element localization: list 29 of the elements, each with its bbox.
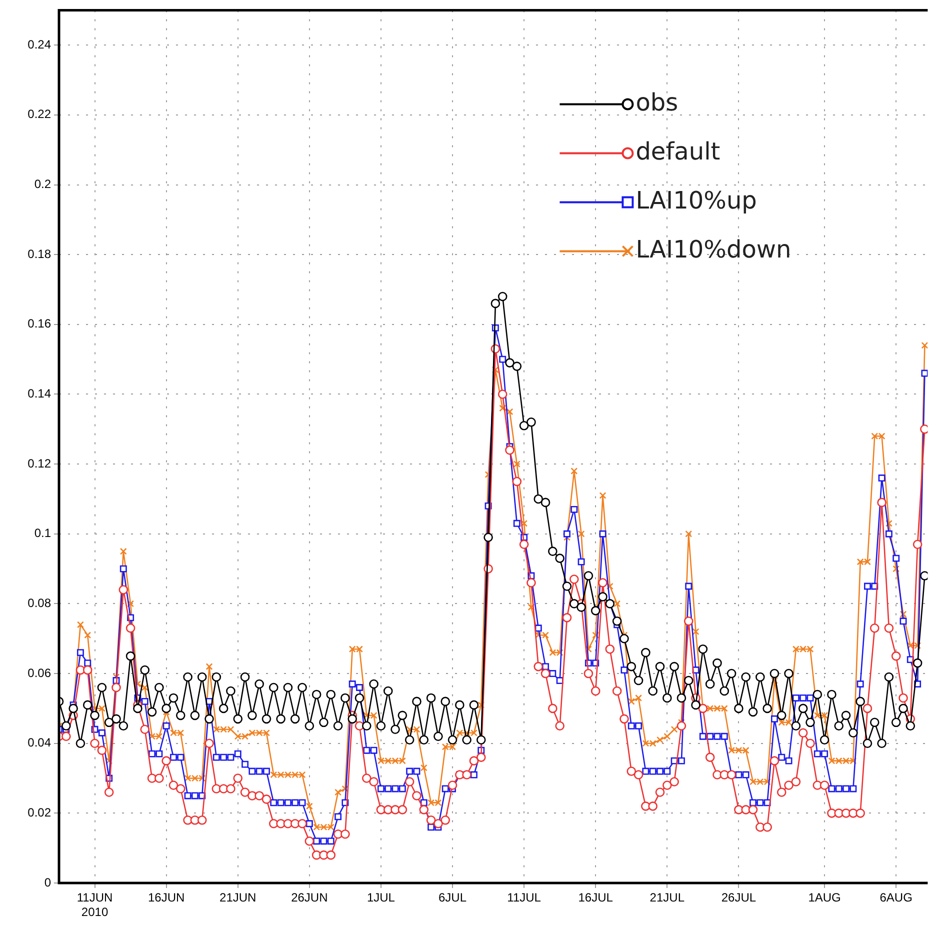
x-tick-label: 16JUL [578,890,614,905]
x-tick-label: 11JUL [507,890,542,905]
legend-label: obs [636,88,678,116]
x-tick-label: 1AUG [808,890,841,905]
x-tick-label: 1JUL [366,890,396,905]
y-tick-label: 0.1 [34,526,52,540]
y-tick-label: 0.14 [28,386,52,401]
y-tick-label: 0.04 [28,736,52,750]
x-tick-label: 21JUN [220,890,256,905]
y-tick-label: 0.06 [28,666,52,680]
y-tick-label: 0.22 [28,107,52,122]
legend-label: LAI10%down [636,235,792,264]
y-tick-label: 0 [44,875,52,890]
y-tick-label: 0.16 [28,316,52,331]
x-tick-label: 21JUL [650,890,685,905]
y-tick-label: 0.2 [34,177,52,192]
legend-label: default [636,137,720,166]
y-tick-label: 0.24 [28,37,52,52]
x-tick-label: 6AUG [880,890,912,905]
x-tick-label: 11JUN 2010 [76,890,113,919]
x-tick-label: 16JUN [148,890,185,905]
legend-label: LAI10%up [636,186,757,214]
x-tick-label: 26JUN [291,890,328,905]
y-tick-label: 0.12 [28,456,52,470]
x-tick-label: 26JUL [721,890,756,905]
y-tick-label: 0.18 [28,246,52,261]
y-tick-label: 0.02 [28,805,52,820]
y-tick-label: 0.08 [28,596,52,610]
x-tick-label: 6JUL [438,890,467,905]
